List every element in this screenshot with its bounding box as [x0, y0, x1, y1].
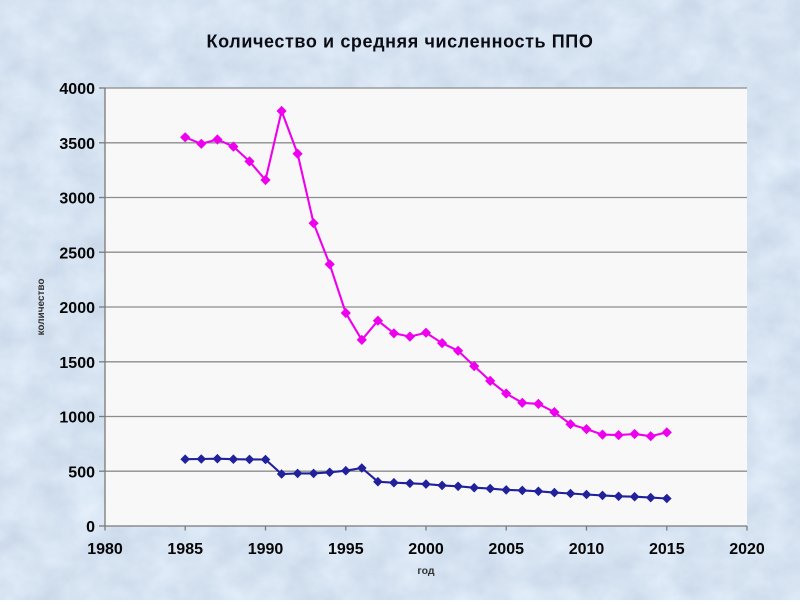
svg-text:1500: 1500: [59, 355, 95, 372]
svg-text:2005: 2005: [488, 541, 524, 558]
svg-text:2000: 2000: [59, 300, 95, 317]
svg-text:500: 500: [68, 464, 95, 481]
svg-text:4000: 4000: [59, 81, 95, 98]
svg-text:2500: 2500: [59, 245, 95, 262]
svg-text:0: 0: [86, 519, 95, 536]
svg-text:3500: 3500: [59, 136, 95, 153]
svg-text:количество: количество: [36, 278, 47, 335]
svg-text:3000: 3000: [59, 191, 95, 208]
svg-text:1990: 1990: [248, 541, 284, 558]
svg-text:2010: 2010: [569, 541, 605, 558]
svg-text:1000: 1000: [59, 410, 95, 427]
svg-text:2015: 2015: [649, 541, 685, 558]
svg-text:1985: 1985: [167, 541, 203, 558]
svg-text:2020: 2020: [729, 541, 765, 558]
svg-text:2000: 2000: [408, 541, 444, 558]
svg-text:1980: 1980: [87, 541, 123, 558]
svg-text:Количество и средняя численнос: Количество и средняя численность ППО: [207, 32, 594, 52]
svg-text:1995: 1995: [328, 541, 364, 558]
svg-text:год: год: [417, 565, 435, 577]
